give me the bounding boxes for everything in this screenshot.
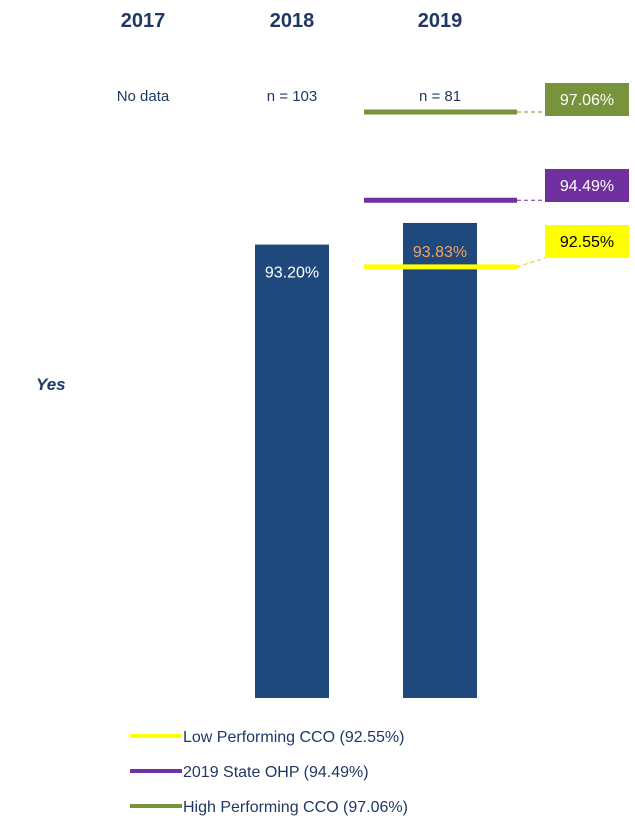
value-box-text-high-performing: 97.06% xyxy=(560,92,614,109)
value-box-low-performing xyxy=(545,225,629,258)
legend-text-high-performing: High Performing CCO (97.06%) xyxy=(183,799,408,816)
bar-2018 xyxy=(255,244,329,698)
year-label-2019: 2019 xyxy=(418,10,463,32)
value-box-text-state-ohp: 94.49% xyxy=(560,178,614,195)
sample-size-2018: n = 103 xyxy=(267,88,317,105)
year-label-2017: 2017 xyxy=(121,10,166,32)
year-label-2018: 2018 xyxy=(270,10,315,32)
bar-2019 xyxy=(403,222,477,698)
legend-text-state-ohp: 2019 State OHP (94.49%) xyxy=(183,764,369,781)
value-box-text-low-performing: 92.55% xyxy=(560,234,614,251)
category-label: Yes xyxy=(36,375,66,394)
legend-text-low-performing: Low Performing CCO (92.55%) xyxy=(183,729,404,746)
sample-size-2019: n = 81 xyxy=(419,88,461,105)
leader-low-performing xyxy=(516,257,546,268)
value-box-state-ohp xyxy=(545,169,629,202)
sample-size-2017: No data xyxy=(117,88,170,105)
value-box-high-performing xyxy=(545,83,629,116)
bar-value-label-2018: 93.20% xyxy=(265,265,319,282)
bar-value-label-2019: 93.83% xyxy=(413,244,467,261)
